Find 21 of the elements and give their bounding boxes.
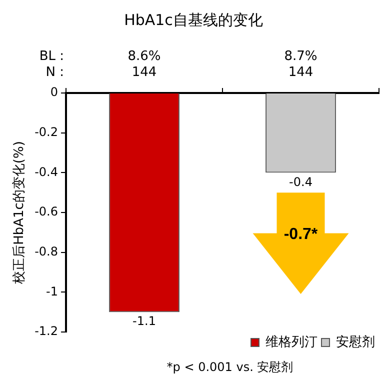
legend-label: 维格列汀	[266, 334, 318, 350]
text: N :	[46, 64, 64, 80]
annotation: -0.7*	[284, 226, 318, 244]
legend-label: 安慰剂	[336, 334, 375, 350]
y-axis-title: 校正后HbA1c的变化(%)	[12, 141, 28, 285]
y-tick-label: 0	[50, 85, 58, 100]
data-label: -0.4	[289, 174, 312, 189]
text: 8.7%	[284, 48, 318, 64]
y-tick-label: -0.6	[34, 204, 58, 219]
y-tick-label: -0.2	[34, 124, 58, 139]
chart-title: HbA1c自基线的变化	[124, 10, 263, 29]
text: *p < 0.001 vs. 安慰剂	[166, 360, 294, 374]
text: BL :	[39, 48, 64, 64]
y-tick-label: -0.4	[34, 164, 58, 179]
y-tick-label: -1	[46, 284, 58, 298]
data-label: -1.1	[132, 314, 156, 328]
y-tick-label: -1.2	[34, 324, 58, 338]
text: 144	[132, 64, 157, 80]
text: 8.6%	[128, 48, 161, 64]
y-tick-label: -0.8	[34, 244, 58, 258]
text: 144	[288, 64, 314, 80]
